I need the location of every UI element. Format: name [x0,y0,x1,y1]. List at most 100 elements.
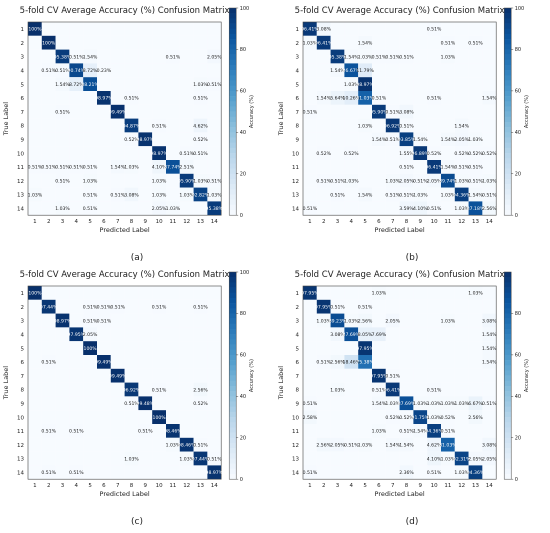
heatmap-cell [385,118,400,133]
cell-value-label: 2.05% [330,443,345,449]
heatmap-cell [41,173,56,188]
heatmap-cell [207,160,222,174]
heatmap-cell [28,355,42,369]
cell-value-label: 97.95% [315,305,333,311]
heatmap-cell [454,451,469,466]
cell-value-label: 0.51% [330,192,345,198]
heatmap-cell [330,410,345,424]
heatmap-cell [110,341,125,355]
heatmap-cell [441,104,455,119]
heatmap-cell [427,451,441,466]
colorbar-segment [504,375,512,382]
heatmap-cell [55,465,70,480]
heatmap-cell [385,132,400,147]
heatmap-cell [385,91,400,105]
colorbar-frame [503,7,512,216]
heatmap-cell [399,132,414,147]
heatmap-cell [110,465,125,480]
heatmap-cell [69,424,84,438]
heatmap-cell [41,63,56,78]
heatmap-cell [69,341,84,355]
cell-value-label: 1.03% [358,443,373,449]
heatmap-cell [330,368,345,383]
cell-value-label: 95.38% [329,54,347,60]
heatmap-cell [41,465,56,480]
heatmap-cell [28,35,42,50]
heatmap-cell [399,35,414,50]
x-tick-label: 6 [377,219,381,225]
heatmap-cell [97,77,111,91]
heatmap-cell [110,437,125,452]
heatmap-cell [316,146,331,160]
cell-value-label: 1.03% [385,401,400,407]
colorbar-segment [504,127,512,133]
heatmap-cell [441,299,455,314]
colorbar-segment [504,360,512,366]
cell-value-label: 96.92% [384,123,402,129]
cell-value-label: 0.51% [385,374,400,380]
cell-value-label: 0.51% [179,151,194,157]
cell-value-label: 1.54% [55,82,70,88]
heatmap-cell [97,160,111,174]
heatmap-cell [193,382,208,397]
cell-value-label: 93.85% [398,137,416,143]
heatmap-cell [41,424,56,438]
heatmap-cell [166,355,180,369]
y-tick-label: 3 [296,319,300,325]
heatmap-cell [372,35,386,50]
y-tick-label: 14 [292,207,299,213]
heatmap-cell [97,118,111,133]
heatmap-cell [316,132,331,147]
heatmap-cell [441,382,455,397]
heatmap-cell [413,104,428,119]
heatmap-cell [385,451,400,466]
heatmap-cell [69,91,84,105]
heatmap-cell [468,146,483,160]
heatmap-cell [482,146,497,160]
heatmap-cell [413,118,428,133]
cell-value-label: 92.82% [192,192,210,198]
heatmap-cell [110,49,125,64]
cell-value-label: 0.51% [69,470,84,476]
cell-value-label: 96.89% [412,151,430,157]
heatmap-cell [69,132,84,147]
heatmap-cell [427,410,441,424]
colorbar-segment [504,111,512,118]
cell-value-label: 0.51% [55,68,70,74]
heatmap-cell [344,146,359,160]
heatmap-cell [83,118,97,133]
heatmap-cell [427,49,441,64]
heatmap-cell [110,355,125,369]
heatmap-cell [316,286,331,300]
heatmap-cell [166,35,180,50]
heatmap-cell [138,146,153,160]
heatmap-cell [441,22,455,36]
cell-value-label: 0.23% [97,68,112,74]
heatmap-cell [193,77,208,91]
heatmap-cell [179,160,194,174]
chart-title: 5-fold CV Average Accuracy (%) Confusion… [20,6,230,16]
heatmap-cell [372,286,386,300]
heatmap-cell [399,49,414,64]
cell-value-label: 81.03% [356,96,374,102]
heatmap-cell [28,49,42,64]
cell-value-label: 0.51% [399,192,414,198]
cell-value-label: 92.31% [453,456,471,462]
heatmap-cell [454,187,469,202]
heatmap-cell [83,368,97,383]
y-tick-label: 2 [21,305,25,311]
x-tick-label: 2 [322,483,326,489]
cell-value-label: 0.52% [399,415,414,421]
heatmap-cell [441,410,455,424]
heatmap-cell [166,299,180,314]
colorbar-segment [504,297,512,304]
heatmap-cell [358,396,372,411]
heatmap-cell [152,410,166,424]
cell-value-label: 0.52% [193,401,208,407]
heatmap-cell [330,451,345,466]
colorbar-segment [504,411,512,418]
x-tick-label: 9 [144,483,148,489]
cell-value-label: 86.67% [343,68,361,74]
heatmap-cell [413,187,428,202]
heatmap-cell [41,368,56,383]
